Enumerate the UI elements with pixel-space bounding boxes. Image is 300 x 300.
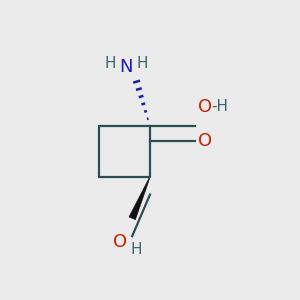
Text: O: O xyxy=(198,132,212,150)
Text: H: H xyxy=(131,242,142,257)
Text: N: N xyxy=(119,58,133,76)
Text: O: O xyxy=(198,98,212,116)
Polygon shape xyxy=(129,177,150,220)
Text: O: O xyxy=(113,233,127,251)
Text: -H: -H xyxy=(211,99,228,114)
Text: H: H xyxy=(104,56,116,71)
Text: H: H xyxy=(137,56,148,71)
